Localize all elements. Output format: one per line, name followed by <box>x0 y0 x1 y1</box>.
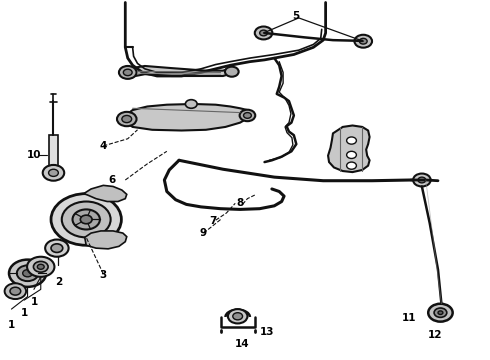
Circle shape <box>434 308 447 318</box>
Circle shape <box>23 270 32 277</box>
Circle shape <box>80 215 92 224</box>
Circle shape <box>117 112 137 126</box>
Text: 1: 1 <box>8 320 15 330</box>
Circle shape <box>123 69 132 76</box>
Text: 2: 2 <box>55 277 62 287</box>
Circle shape <box>354 35 372 48</box>
Circle shape <box>418 177 426 183</box>
Polygon shape <box>49 135 58 166</box>
Text: 5: 5 <box>293 11 300 21</box>
Circle shape <box>17 265 38 281</box>
Text: 11: 11 <box>401 313 416 323</box>
Circle shape <box>233 313 243 320</box>
Circle shape <box>33 261 48 272</box>
Text: 3: 3 <box>99 270 107 280</box>
Text: 1: 1 <box>21 308 28 318</box>
Text: 9: 9 <box>200 228 207 238</box>
Text: 1: 1 <box>31 297 39 307</box>
Circle shape <box>37 264 44 269</box>
Text: 8: 8 <box>237 198 244 208</box>
Text: 12: 12 <box>428 330 443 340</box>
Circle shape <box>10 287 21 295</box>
Circle shape <box>43 165 64 181</box>
Circle shape <box>255 27 272 40</box>
Circle shape <box>438 311 443 315</box>
Circle shape <box>4 283 26 299</box>
Circle shape <box>45 239 69 257</box>
Text: 13: 13 <box>260 327 274 337</box>
Circle shape <box>346 151 356 158</box>
Polygon shape <box>328 126 369 172</box>
Circle shape <box>413 174 431 186</box>
Text: 7: 7 <box>210 216 217 226</box>
Circle shape <box>51 244 63 252</box>
Circle shape <box>244 113 251 118</box>
Text: 4: 4 <box>99 141 107 151</box>
Circle shape <box>359 39 367 44</box>
Text: 6: 6 <box>108 175 116 185</box>
Circle shape <box>9 260 46 287</box>
Circle shape <box>49 169 58 176</box>
Polygon shape <box>125 104 250 131</box>
Circle shape <box>240 110 255 121</box>
Circle shape <box>185 100 197 108</box>
Circle shape <box>225 67 239 77</box>
Polygon shape <box>85 231 127 249</box>
Polygon shape <box>127 66 233 77</box>
Circle shape <box>62 202 111 237</box>
Circle shape <box>119 66 137 79</box>
Circle shape <box>51 194 122 245</box>
Circle shape <box>260 30 268 36</box>
Circle shape <box>122 116 132 123</box>
Circle shape <box>428 304 453 321</box>
Text: 14: 14 <box>235 339 250 349</box>
Circle shape <box>346 137 356 144</box>
Circle shape <box>346 162 356 169</box>
Polygon shape <box>84 185 127 202</box>
Text: 10: 10 <box>26 150 41 160</box>
Circle shape <box>228 309 247 323</box>
Circle shape <box>73 210 100 229</box>
Circle shape <box>27 257 54 277</box>
